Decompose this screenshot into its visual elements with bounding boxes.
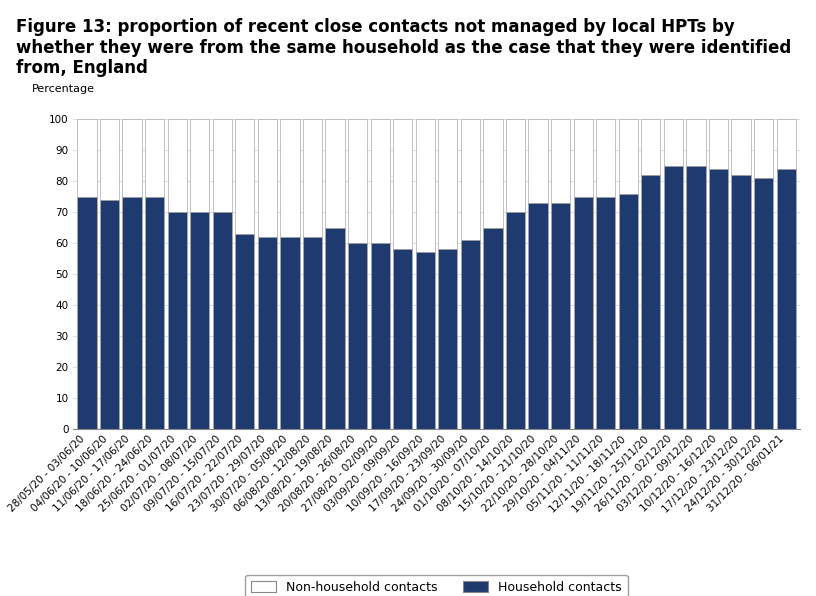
Bar xyxy=(574,119,592,197)
Bar xyxy=(709,119,728,169)
Bar xyxy=(754,178,774,429)
Bar xyxy=(258,119,277,237)
Bar xyxy=(777,169,796,429)
Bar xyxy=(574,197,592,429)
Bar xyxy=(235,119,255,234)
Text: Figure 13: proportion of recent close contacts not managed by local HPTs by
whet: Figure 13: proportion of recent close co… xyxy=(16,18,792,77)
Bar xyxy=(663,119,683,166)
Bar xyxy=(348,243,367,429)
Bar xyxy=(461,240,480,429)
Bar xyxy=(686,166,706,429)
Bar xyxy=(145,119,164,197)
Bar xyxy=(506,119,525,212)
Bar xyxy=(709,169,728,429)
Bar xyxy=(551,119,570,203)
Bar xyxy=(326,119,344,228)
Bar xyxy=(393,249,412,429)
Bar xyxy=(235,234,255,429)
Bar xyxy=(619,119,638,194)
Bar xyxy=(461,119,480,240)
Bar xyxy=(483,119,503,228)
Bar xyxy=(415,119,435,253)
Bar xyxy=(596,197,615,429)
Bar xyxy=(619,194,638,429)
Bar xyxy=(167,119,187,212)
Bar xyxy=(348,119,367,243)
Bar xyxy=(731,119,751,175)
Bar xyxy=(686,119,706,166)
Bar xyxy=(122,119,142,197)
Bar xyxy=(190,119,210,212)
Bar xyxy=(167,212,187,429)
Bar xyxy=(551,203,570,429)
Bar xyxy=(506,212,525,429)
Bar xyxy=(438,119,458,249)
Bar xyxy=(258,237,277,429)
Bar xyxy=(641,119,660,175)
Bar xyxy=(78,197,96,429)
Bar xyxy=(393,119,412,249)
Bar xyxy=(281,119,299,237)
Bar xyxy=(303,237,322,429)
Bar xyxy=(438,249,458,429)
Bar xyxy=(529,119,548,203)
Bar xyxy=(213,212,232,429)
Bar xyxy=(777,119,796,169)
Bar xyxy=(754,119,774,178)
Bar xyxy=(145,197,164,429)
Bar xyxy=(641,175,660,429)
Bar xyxy=(731,175,751,429)
Bar xyxy=(190,212,210,429)
Bar xyxy=(529,203,548,429)
Bar xyxy=(415,253,435,429)
Bar xyxy=(370,119,390,243)
Bar xyxy=(303,119,322,237)
Bar xyxy=(122,197,142,429)
Bar xyxy=(326,228,344,429)
Text: Percentage: Percentage xyxy=(32,84,95,94)
Legend: Non-household contacts, Household contacts: Non-household contacts, Household contac… xyxy=(246,575,628,596)
Bar xyxy=(370,243,390,429)
Bar xyxy=(100,200,119,429)
Bar xyxy=(663,166,683,429)
Bar xyxy=(483,228,503,429)
Bar xyxy=(596,119,615,197)
Bar xyxy=(281,237,299,429)
Bar xyxy=(213,119,232,212)
Bar xyxy=(100,119,119,200)
Bar xyxy=(78,119,96,197)
